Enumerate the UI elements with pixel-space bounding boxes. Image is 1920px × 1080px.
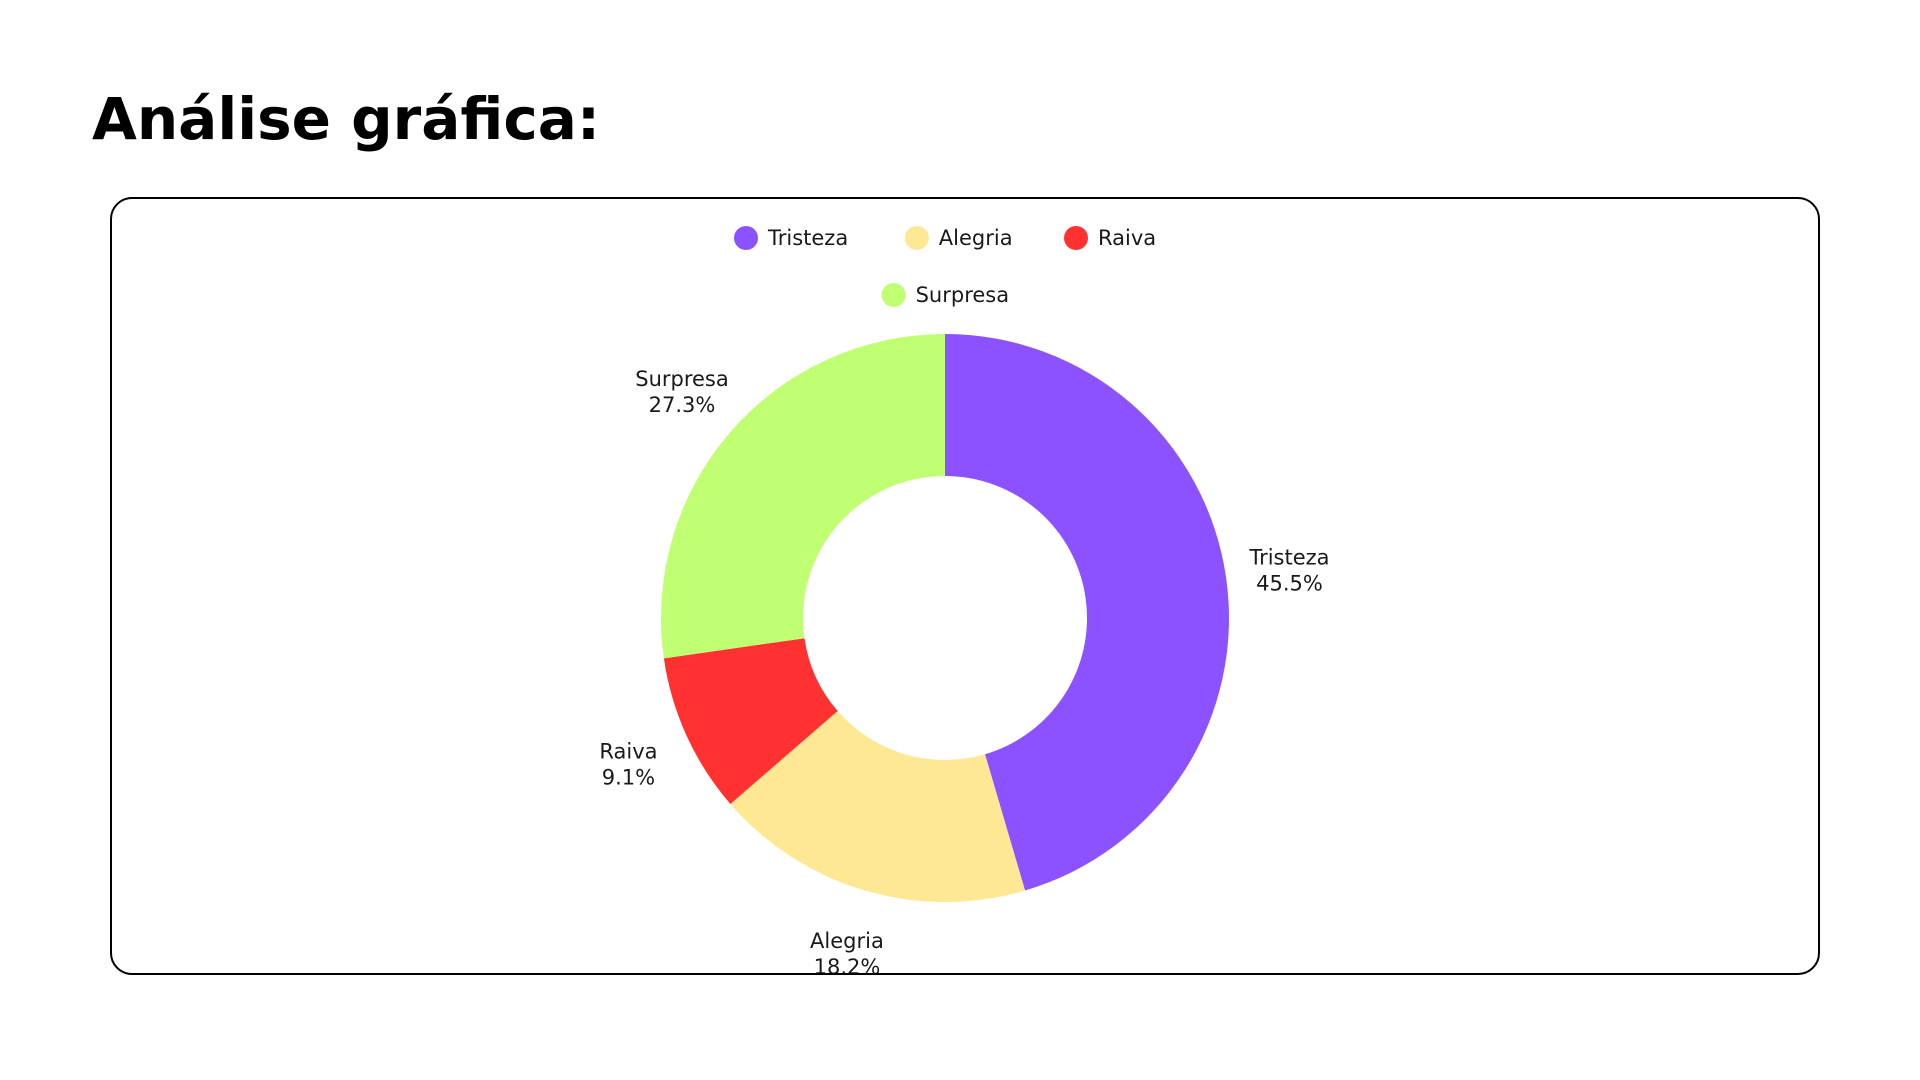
slice-alegria [730,710,1026,902]
legend-dot-tristeza [734,226,758,250]
chart-slices [661,334,1230,902]
chart-frame: Tristeza Alegria Raiva Surpresa Tristeza 45.… [110,197,1820,975]
slice-label-name-tristeza: Tristeza [1248,545,1329,569]
slice-label-name-raiva: Raiva [599,740,657,764]
slice-label-name-alegria: Alegria [810,929,884,953]
legend-dot-alegria [904,226,929,250]
slice-raiva [663,638,838,804]
legend-label-surpresa: Surpresa [916,283,1010,307]
slice-label-name-surpresa: Surpresa [635,367,729,391]
slice-label-value-alegria: 18.2% [814,955,881,975]
slice-label-value-tristeza: 45.5% [1256,571,1323,595]
slice-label-value-surpresa: 27.3% [649,393,716,417]
page-title: Análise gráfica: [92,85,601,153]
legend-label-alegria: Alegria [939,226,1013,250]
slice-tristeza [945,334,1230,891]
legend-label-raiva: Raiva [1098,226,1156,250]
legend-dot-raiva [1064,226,1088,250]
slice-label-value-raiva: 9.1% [602,766,655,790]
slice-surpresa [661,334,945,659]
legend-dot-surpresa [881,283,906,307]
legend-label-tristeza: Tristeza [767,226,848,250]
chart-legend: Tristeza Alegria Raiva Surpresa [734,226,1156,307]
